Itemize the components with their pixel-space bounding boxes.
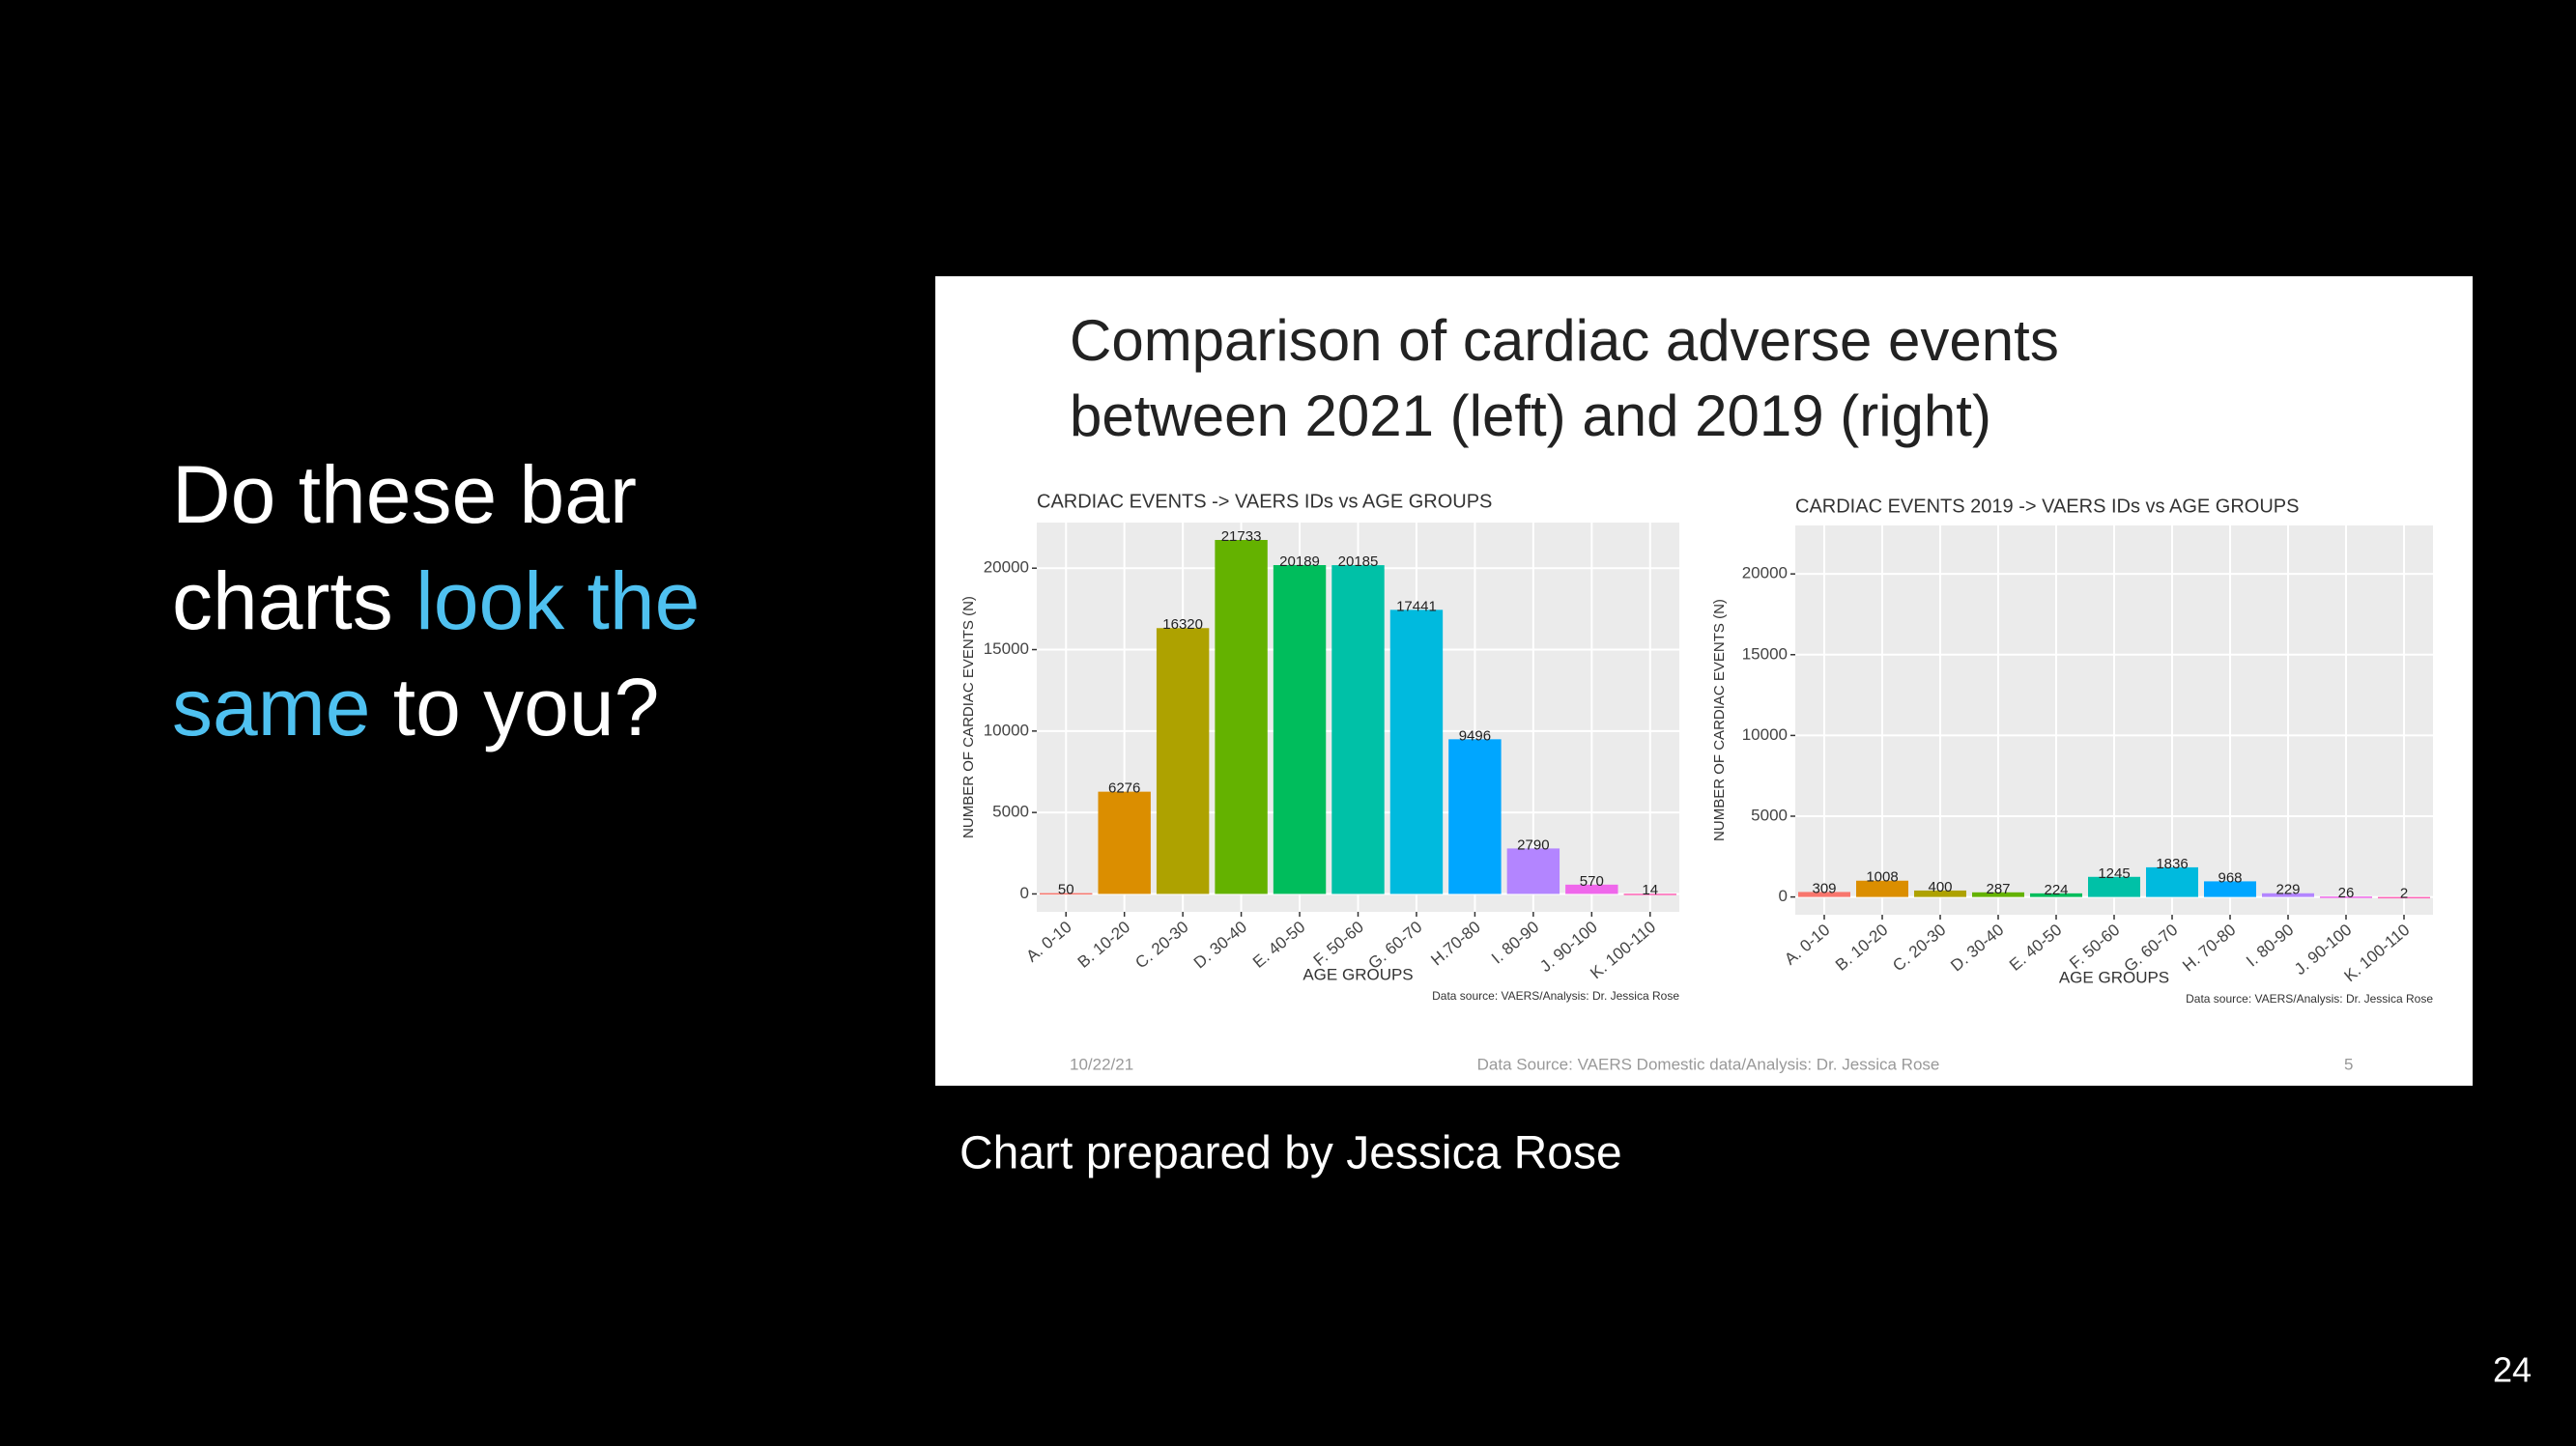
image-title-line: Comparison of cardiac adverse events bbox=[1070, 308, 2059, 373]
bar bbox=[1914, 890, 1966, 897]
bar bbox=[1156, 628, 1210, 894]
question-segment: charts bbox=[172, 555, 415, 646]
y-tick-label: 15000 bbox=[984, 639, 1029, 658]
y-tick-label: 5000 bbox=[992, 803, 1029, 821]
y-tick-label: 0 bbox=[1020, 884, 1029, 902]
value-label: 968 bbox=[2218, 869, 2242, 886]
image-title-line: between 2021 (left) and 2019 (right) bbox=[1070, 383, 1991, 448]
bar bbox=[1448, 739, 1502, 894]
value-label: 20189 bbox=[1279, 553, 1320, 570]
bar bbox=[2146, 866, 2198, 897]
question-line: same to you? bbox=[172, 662, 659, 752]
value-label: 229 bbox=[2275, 882, 2300, 898]
bar bbox=[1565, 884, 1618, 894]
bar bbox=[1098, 791, 1151, 894]
value-label: 287 bbox=[1986, 881, 2010, 897]
value-label: 1836 bbox=[2156, 856, 2188, 872]
x-axis-label: AGE GROUPS bbox=[2059, 968, 2169, 986]
value-label: 20185 bbox=[1338, 553, 1379, 570]
footer-page: 5 bbox=[2344, 1055, 2353, 1073]
question-line: charts look the bbox=[172, 555, 700, 646]
bar bbox=[2262, 893, 2314, 897]
footer-source: Data Source: VAERS Domestic data/Analysi… bbox=[1477, 1055, 1940, 1073]
bar bbox=[1506, 848, 1560, 894]
value-label: 21733 bbox=[1221, 528, 1262, 545]
bar bbox=[2030, 893, 2082, 897]
caption: Chart prepared by Jessica Rose bbox=[959, 1128, 1622, 1179]
value-label: 6276 bbox=[1108, 780, 1140, 797]
bar bbox=[2204, 881, 2256, 897]
bar bbox=[1389, 610, 1444, 894]
value-label: 2790 bbox=[1517, 836, 1549, 853]
y-tick-label: 20000 bbox=[984, 558, 1029, 577]
value-label: 570 bbox=[1580, 873, 1604, 890]
question-line: Do these bar bbox=[172, 449, 637, 540]
bar bbox=[1972, 892, 2024, 897]
value-label: 17441 bbox=[1396, 598, 1437, 614]
value-label: 224 bbox=[2044, 882, 2068, 898]
page-number: 24 bbox=[2493, 1350, 2532, 1390]
bar bbox=[1798, 892, 1850, 897]
question-segment: to you? bbox=[370, 662, 659, 752]
y-tick-label: 5000 bbox=[1751, 806, 1788, 824]
y-tick-label: 15000 bbox=[1742, 644, 1788, 663]
chart-title: CARDIAC EVENTS 2019 -> VAERS IDs vs AGE … bbox=[1795, 496, 2299, 517]
question-segment: same bbox=[172, 662, 370, 752]
value-label: 1245 bbox=[2098, 865, 2130, 882]
bar bbox=[1040, 893, 1093, 895]
source-caption: Data source: VAERS/Analysis: Dr. Jessica… bbox=[2186, 992, 2433, 1006]
y-axis-label: NUMBER OF CARDIAC EVENTS (N) bbox=[1711, 599, 1728, 841]
value-label: 26 bbox=[2338, 885, 2355, 901]
value-label: 16320 bbox=[1162, 616, 1203, 633]
y-axis-label: NUMBER OF CARDIAC EVENTS (N) bbox=[960, 596, 977, 838]
question-segment: look the bbox=[415, 555, 700, 646]
x-axis-label: AGE GROUPS bbox=[1302, 965, 1413, 983]
bar bbox=[2378, 896, 2430, 899]
chart-title: CARDIAC EVENTS -> VAERS IDs vs AGE GROUP… bbox=[1037, 491, 1492, 512]
question-segment: Do these bar bbox=[172, 449, 637, 540]
y-tick-label: 10000 bbox=[1742, 725, 1788, 744]
bar bbox=[1331, 565, 1385, 894]
source-caption: Data source: VAERS/Analysis: Dr. Jessica… bbox=[1432, 989, 1679, 1003]
value-label: 309 bbox=[1812, 880, 1836, 896]
y-tick-label: 20000 bbox=[1742, 564, 1788, 582]
value-label: 2 bbox=[2400, 886, 2408, 902]
bar bbox=[1273, 565, 1327, 894]
value-label: 50 bbox=[1058, 882, 1074, 898]
value-label: 1008 bbox=[1866, 869, 1898, 886]
y-tick-label: 0 bbox=[1779, 887, 1788, 905]
bar bbox=[1856, 880, 1908, 897]
bar bbox=[2320, 896, 2372, 898]
y-tick-label: 10000 bbox=[984, 721, 1029, 739]
value-label: 400 bbox=[1928, 879, 1952, 895]
bar bbox=[1623, 893, 1676, 895]
bar bbox=[1215, 539, 1268, 894]
footer-date: 10/22/21 bbox=[1070, 1055, 1133, 1073]
value-label: 9496 bbox=[1459, 727, 1491, 744]
value-label: 14 bbox=[1642, 882, 1658, 898]
bar bbox=[2088, 876, 2140, 897]
